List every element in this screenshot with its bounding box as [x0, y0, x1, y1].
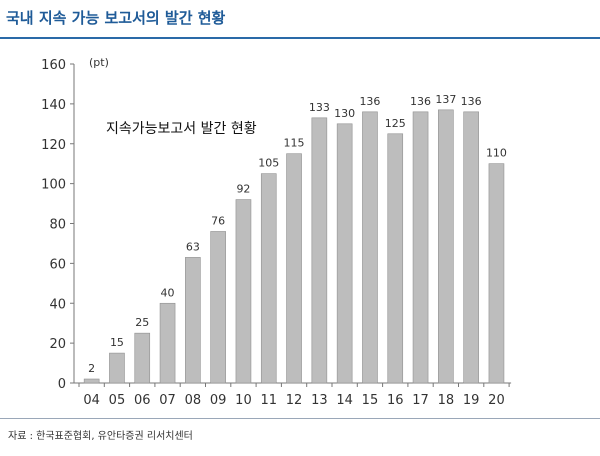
bar-11: [260, 173, 277, 384]
bar-value-label: 133: [309, 101, 330, 114]
x-tick-label: 07: [159, 393, 176, 408]
x-tick-label: 05: [109, 393, 126, 408]
y-tick-label: 20: [49, 337, 66, 352]
bar-value-label: 136: [461, 95, 482, 108]
bar-14: [336, 123, 353, 384]
x-tick-label: 04: [83, 393, 100, 408]
x-tick-label: 11: [260, 393, 277, 408]
bar-value-label: 63: [186, 240, 200, 253]
bar-06: [134, 332, 151, 384]
x-tick-label: 20: [488, 393, 505, 408]
bar-12: [286, 153, 302, 384]
y-tick-label: 160: [41, 58, 66, 73]
bar-value-label: 125: [385, 117, 406, 130]
x-tick-label: 14: [336, 393, 353, 408]
bar-08: [185, 257, 201, 384]
y-tick-label: 60: [49, 257, 66, 272]
bar-04: [83, 378, 100, 384]
bar-09: [210, 231, 226, 384]
bar-value-label: 137: [435, 93, 456, 106]
title-divider: [0, 37, 600, 39]
bar-value-label: 115: [284, 137, 305, 150]
bar-value-label: 136: [410, 95, 431, 108]
bar-value-label: 15: [110, 336, 124, 349]
bar-value-label: 136: [359, 95, 380, 108]
x-tick-label: 10: [235, 393, 252, 408]
y-tick-label: 100: [41, 178, 66, 193]
bar-16: [387, 133, 404, 384]
bar-19: [463, 111, 479, 384]
bar-10: [235, 199, 252, 384]
bar-07: [159, 302, 176, 384]
bar-value-label: 130: [334, 107, 355, 120]
bar-value-label: 40: [161, 286, 175, 299]
bar-value-label: 92: [236, 183, 250, 196]
y-unit-label: (pt): [89, 56, 109, 69]
source-note: 자료 : 한국표준협회, 유안타증권 리서치센터: [8, 431, 193, 442]
y-tick-label: 80: [49, 218, 66, 233]
bar-18: [438, 109, 454, 384]
x-tick-label: 19: [463, 393, 480, 408]
x-tick-label: 18: [438, 393, 455, 408]
bar-value-label: 25: [135, 316, 149, 329]
footer-divider: [0, 418, 600, 419]
bar-value-label: 2: [88, 362, 95, 375]
x-tick-label: 13: [311, 393, 328, 408]
bar-value-label: 76: [211, 214, 225, 227]
bar-05: [109, 352, 125, 384]
x-tick-label: 16: [387, 393, 404, 408]
y-tick-label: 120: [41, 138, 66, 153]
chart-annotation: 지속가능보고서 발간 현황: [106, 121, 257, 137]
bar-15: [362, 111, 378, 384]
x-tick-label: 15: [362, 393, 379, 408]
bar-value-label: 105: [258, 157, 279, 170]
x-tick-label: 09: [210, 393, 227, 408]
chart-title: 국내 지속 가능 보고서의 발간 현황: [6, 9, 226, 27]
x-tick-label: 17: [412, 393, 429, 408]
x-tick-label: 06: [134, 393, 151, 408]
x-tick-label: 08: [185, 393, 202, 408]
bar-17: [412, 111, 429, 384]
y-tick-label: 140: [41, 98, 66, 113]
y-tick-label: 0: [58, 377, 66, 392]
bar-20: [488, 163, 505, 384]
x-tick-label: 12: [286, 393, 303, 408]
bar-chart: 0 20 40 60 80 100 120 140 160 (pt) 2 04 15 05 25 06 40 07…: [41, 56, 512, 408]
y-tick-label: 40: [49, 297, 66, 312]
bar-value-label: 110: [486, 147, 507, 160]
bar-13: [311, 117, 328, 384]
